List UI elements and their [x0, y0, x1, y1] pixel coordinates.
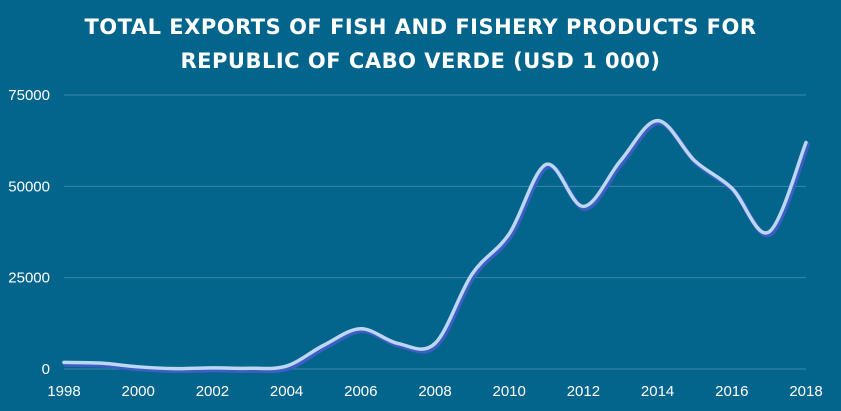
series-0-line	[62, 118, 808, 371]
data-point-2006	[359, 327, 362, 330]
data-point-1998	[63, 361, 66, 364]
data-point-2008	[434, 342, 437, 345]
x-tick-label-2004: 2004	[270, 383, 303, 400]
x-tick-label-2012: 2012	[567, 383, 600, 400]
x-tick-label-2014: 2014	[641, 383, 674, 400]
y-tick-label-50000: 50000	[8, 178, 50, 195]
data-points	[63, 119, 808, 370]
x-tick-label-2000: 2000	[122, 383, 155, 400]
x-tick-label-2008: 2008	[418, 383, 451, 400]
gridlines	[64, 94, 806, 370]
chart-title-line-2: REPUBLIC OF CABO VERDE (USD 1 000)	[180, 49, 661, 73]
x-tick-label-2010: 2010	[493, 383, 526, 400]
data-point-2016	[730, 187, 733, 190]
chart-title-line-1: TOTAL EXPORTS OF FISH AND FISHERY PRODUC…	[84, 15, 757, 39]
x-axis-tick-labels: 1998 2000 2002 2004 2006 2008 2010 2012 2014 2016…	[47, 383, 822, 400]
data-point-2011	[545, 163, 548, 166]
data-point-2003	[248, 367, 251, 370]
x-tick-label-2006: 2006	[344, 383, 377, 400]
data-point-2010	[508, 232, 511, 235]
data-point-2005	[322, 344, 325, 347]
x-tick-label-1998: 1998	[47, 383, 80, 400]
data-point-2013	[619, 159, 622, 162]
y-tick-label-75000: 75000	[8, 87, 50, 104]
y-axis-tick-labels: 0 25000 50000 75000	[8, 87, 50, 378]
data-point-2018	[805, 141, 808, 144]
data-point-2002	[211, 366, 214, 369]
data-point-2009	[471, 273, 474, 276]
data-point-2014	[656, 119, 659, 122]
data-point-2015	[693, 159, 696, 162]
data-point-2004	[285, 365, 288, 368]
data-point-1999	[100, 362, 103, 365]
series-lines	[62, 118, 810, 374]
x-tick-label-2002: 2002	[196, 383, 229, 400]
y-tick-label-0: 0	[42, 361, 50, 378]
y-tick-label-25000: 25000	[8, 270, 50, 287]
data-point-2007	[396, 342, 399, 345]
data-point-2012	[582, 205, 585, 208]
data-point-2000	[137, 365, 140, 368]
x-tick-label-2018: 2018	[789, 383, 822, 400]
data-point-2001	[174, 367, 177, 370]
x-tick-label-2016: 2016	[715, 383, 748, 400]
chart-title: TOTAL EXPORTS OF FISH AND FISHERY PRODUC…	[0, 10, 841, 78]
data-point-2017	[767, 231, 770, 234]
